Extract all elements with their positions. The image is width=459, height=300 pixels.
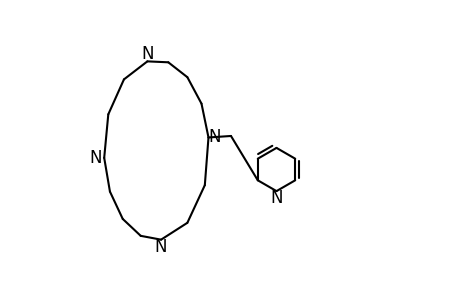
Text: N: N: [141, 45, 153, 63]
Text: N: N: [270, 189, 282, 207]
Text: N: N: [208, 128, 221, 146]
Text: N: N: [155, 238, 167, 256]
Text: N: N: [90, 149, 102, 167]
